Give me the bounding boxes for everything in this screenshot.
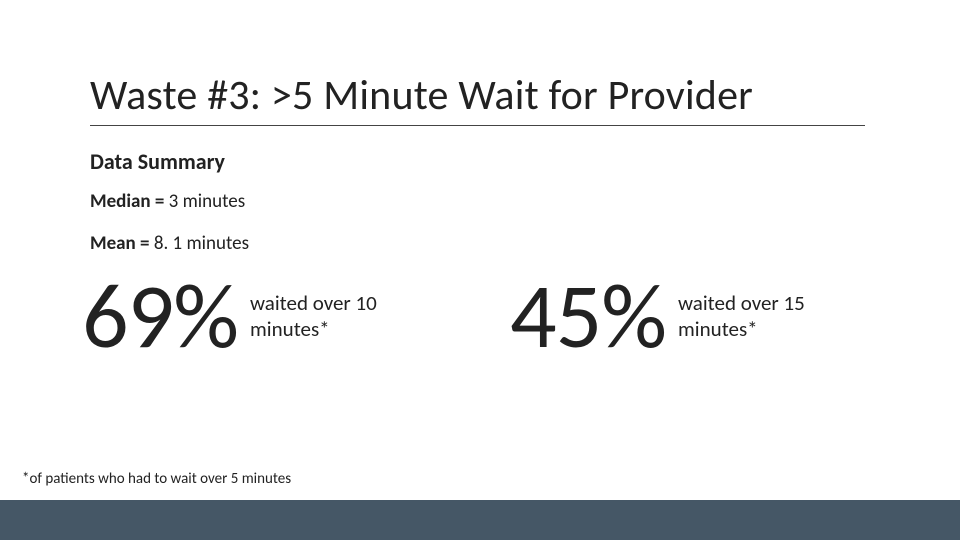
median-label: Median =: [90, 190, 169, 213]
median-line: Median = 3 minutes: [90, 190, 245, 213]
stat-block-1: 69% waited over 10 minutes*: [82, 270, 377, 362]
stat-block-2: 45% waited over 15 minutes*: [510, 270, 805, 362]
section-subtitle: Data Summary: [90, 148, 225, 175]
stat-2-desc: waited over 15 minutes*: [678, 290, 805, 343]
median-value: 3 minutes: [169, 190, 245, 213]
stat-2-percent: 45%: [510, 270, 666, 362]
stat-1-desc: waited over 10 minutes*: [250, 290, 377, 343]
footnote: *of patients who had to wait over 5 minu…: [22, 470, 291, 488]
mean-line: Mean = 8. 1 minutes: [90, 232, 249, 255]
bottom-bar: [0, 500, 960, 540]
mean-label: Mean =: [90, 232, 154, 255]
stat-1-percent: 69%: [82, 270, 238, 362]
slide-title: Waste #3: >5 Minute Wait for Provider: [90, 70, 865, 126]
mean-value: 8. 1 minutes: [154, 232, 249, 255]
slide: { "title": "Waste #3: >5 Minute Wait for…: [0, 0, 960, 540]
